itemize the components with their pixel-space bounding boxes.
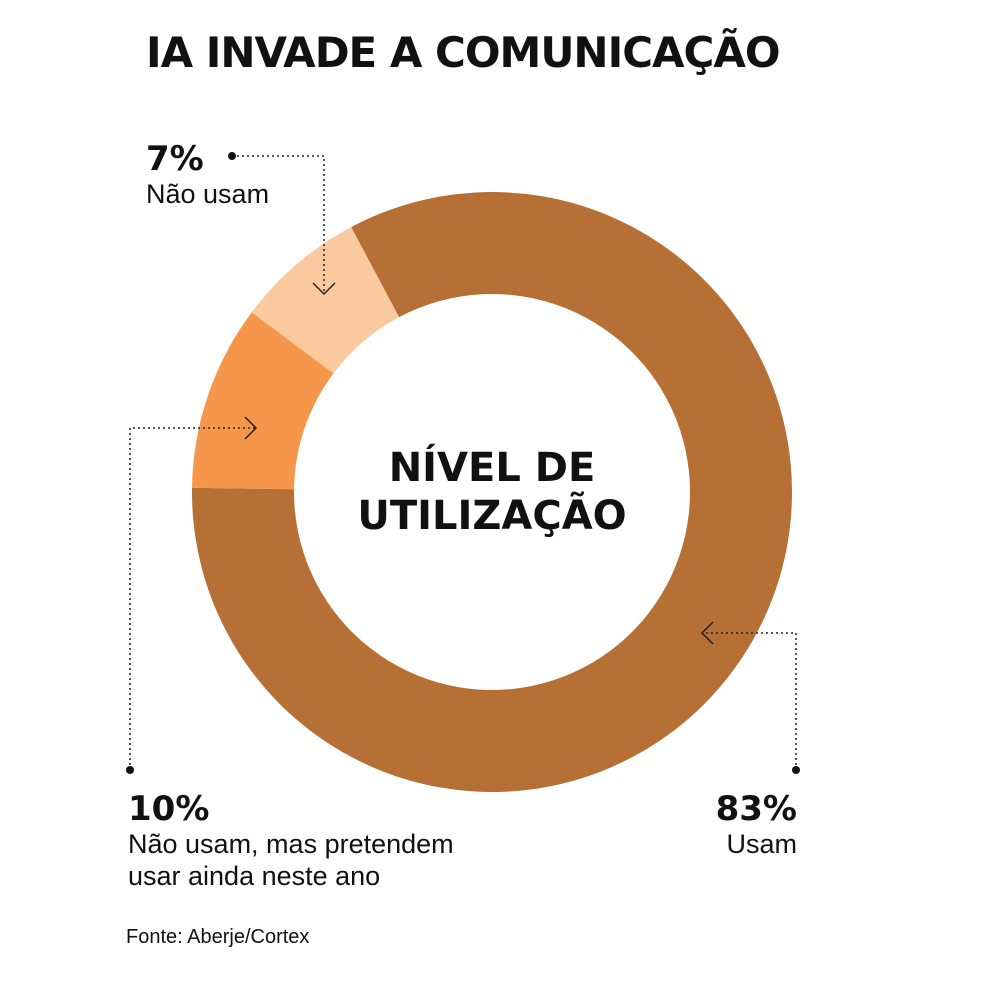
chart-title: IA INVADE A COMUNICAÇÃO [146, 28, 781, 77]
center-label-line-2: UTILIZAÇÃO [357, 493, 627, 539]
donut-slice-2 [192, 312, 334, 490]
callout-usam-label: Usam [726, 829, 797, 859]
center-label-line-1: NÍVEL DE [388, 445, 596, 491]
leader-usam-arrowhead [700, 621, 714, 645]
center-label: NÍVEL DE UTILIZAÇÃO [357, 444, 626, 540]
leader-nao-usam-dot [228, 152, 236, 160]
callout-usam: 83% Usam [716, 790, 797, 860]
callout-nao-usam: 7% Não usam [146, 140, 269, 210]
callout-usam-value: 83% [715, 789, 797, 829]
leader-pretendem-dot [126, 766, 134, 774]
callout-leaders [126, 152, 800, 774]
callout-nao-usam-value: 7% [146, 139, 204, 179]
source-note: Fonte: Aberje/Cortex [126, 926, 310, 948]
callout-nao-usam-label: Não usam [146, 179, 270, 209]
donut-slice-3 [251, 227, 400, 374]
callout-pretendem-value: 10% [128, 789, 210, 829]
leader-pretendem-arrowhead [244, 416, 258, 440]
callout-pretendem: 10% Não usam, mas pretendem usar ainda n… [128, 790, 454, 892]
callout-pretendem-label-line-2: usar ainda neste ano [128, 861, 381, 891]
leader-nao-usam-line [232, 155, 325, 294]
donut-slice-1 [192, 192, 792, 793]
leader-usam-dot [792, 766, 800, 774]
leader-nao-usam-arrowhead [312, 282, 336, 296]
leader-pretendem-line [129, 427, 256, 770]
callout-pretendem-label-line-1: Não usam, mas pretendem [128, 829, 454, 859]
donut-slices [192, 192, 792, 793]
leader-usam-line [702, 632, 797, 770]
